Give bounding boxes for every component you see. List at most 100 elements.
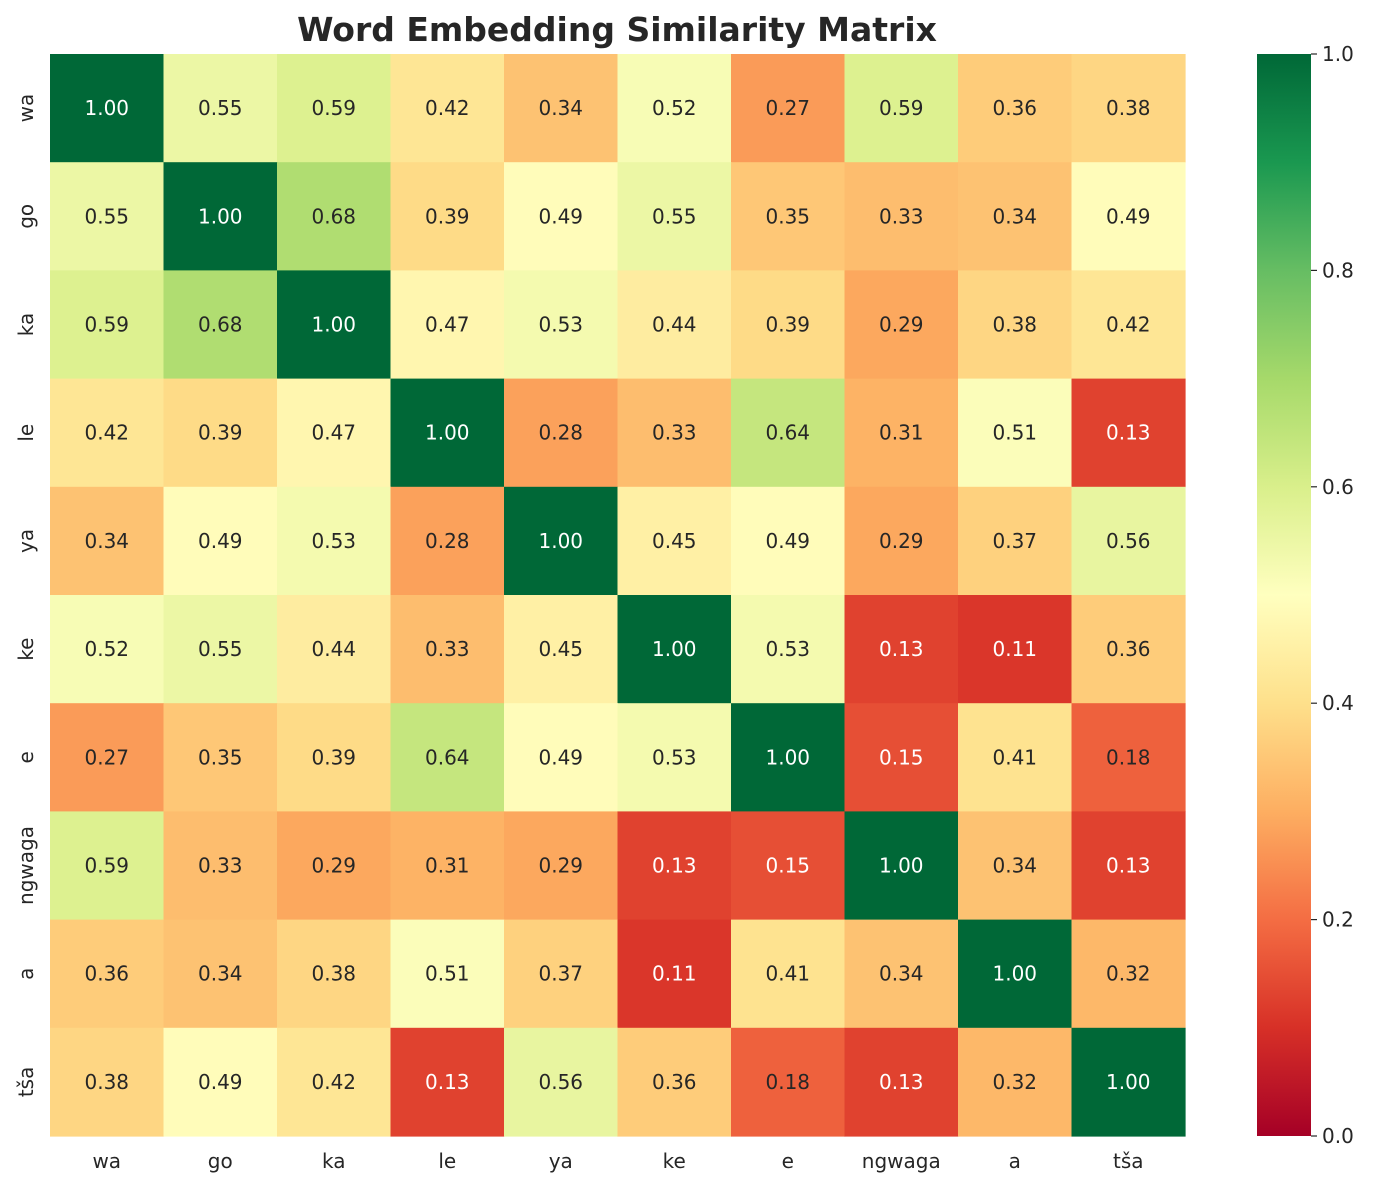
heatmap-cell-ka-wa <box>50 270 165 380</box>
heatmap-cell-a-le <box>390 919 505 1029</box>
colorbar-tick-label: 0.6 <box>1322 475 1354 499</box>
heatmap-cell-value: 0.42 <box>425 96 470 120</box>
heatmap-cell-value: 0.33 <box>198 854 243 878</box>
heatmap-cell-value: 0.41 <box>992 745 1037 769</box>
heatmap-cell-value: 0.47 <box>425 313 470 337</box>
heatmap-cell-e-ka <box>277 703 392 812</box>
heatmap-cell-ngwaga-ka <box>277 811 392 921</box>
heatmap-cell-le-wa <box>50 378 165 488</box>
heatmap-cell-ya-go <box>163 486 278 596</box>
heatmap-cell-value: 1.00 <box>84 96 129 120</box>
heatmap-cell-wa-ka <box>277 54 392 163</box>
heatmap-cell-value: 0.27 <box>84 745 129 769</box>
heatmap-cell-ke-e <box>731 595 846 704</box>
x-tick-label: e <box>782 1149 794 1173</box>
heatmap-cell-value: 0.13 <box>1106 854 1151 878</box>
heatmap-cell-value: 1.00 <box>198 204 243 228</box>
heatmap-cell-value: 0.35 <box>765 204 810 228</box>
heatmap-cell-value: 0.55 <box>84 204 129 228</box>
heatmap-cell-value: 0.18 <box>765 1070 810 1094</box>
heatmap-cell-ngwaga-a <box>958 811 1073 921</box>
x-tick-label: le <box>438 1149 456 1173</box>
heatmap-cell-value: 0.37 <box>992 529 1037 553</box>
heatmap-cell-value: 0.13 <box>879 1070 924 1094</box>
heatmap-cell-wa-ngwaga <box>844 54 959 163</box>
heatmap-cell-value: 0.31 <box>425 854 470 878</box>
heatmap-cell-wa-tša <box>1071 54 1186 163</box>
heatmap-cell-ngwaga-le <box>390 811 505 921</box>
x-tick-label: ya <box>549 1149 573 1173</box>
heatmap-cell-le-ngwaga <box>844 378 959 488</box>
heatmap-cell-value: 0.38 <box>992 313 1037 337</box>
colorbar-gradient <box>1257 54 1311 1136</box>
heatmap-cell-value: 0.42 <box>84 421 129 445</box>
heatmap-cell-a-a <box>958 919 1073 1029</box>
heatmap-cell-e-ya <box>504 703 619 812</box>
colorbar-tick-label: 0.4 <box>1322 691 1354 715</box>
heatmap-cell-value: 1.00 <box>992 962 1037 986</box>
heatmap-cells <box>50 54 1186 1137</box>
heatmap-cell-value: 0.56 <box>538 1070 583 1094</box>
colorbar-tick-label: 0.0 <box>1322 1124 1354 1148</box>
heatmap-cell-value: 0.36 <box>1106 637 1151 661</box>
heatmap-cell-ke-le <box>390 595 505 704</box>
heatmap-cell-value: 0.49 <box>765 529 810 553</box>
heatmap-cell-value: 0.51 <box>425 962 470 986</box>
heatmap-cell-le-a <box>958 378 1073 488</box>
x-tick-label: tša <box>1113 1149 1144 1173</box>
heatmap-cell-value: 0.55 <box>652 204 697 228</box>
heatmap-cell-ngwaga-go <box>163 811 278 921</box>
heatmap-cell-value: 0.31 <box>879 421 924 445</box>
heatmap-cell-value: 0.52 <box>652 96 697 120</box>
heatmap-cell-value: 0.13 <box>1106 421 1151 445</box>
heatmap-cell-value: 0.39 <box>311 745 356 769</box>
heatmap-cell-go-wa <box>50 162 165 271</box>
heatmap-cell-value: 0.13 <box>652 854 697 878</box>
heatmap-cell-ka-ya <box>504 270 619 380</box>
heatmap-cell-wa-wa <box>50 54 165 163</box>
heatmap-cell-ka-ka <box>277 270 392 380</box>
heatmap-cell-wa-le <box>390 54 505 163</box>
heatmap-cell-value: 0.64 <box>765 421 810 445</box>
heatmap-cell-ke-ka <box>277 595 392 704</box>
y-tick-label: tša <box>14 1067 38 1098</box>
heatmap-cell-le-le <box>390 378 505 488</box>
heatmap-cell-value: 0.42 <box>311 1070 356 1094</box>
heatmap-cell-ngwaga-e <box>731 811 846 921</box>
heatmap-cell-ke-ya <box>504 595 619 704</box>
heatmap-cell-value: 0.15 <box>879 745 924 769</box>
heatmap-cell-go-tša <box>1071 162 1186 271</box>
heatmap-cell-value: 0.13 <box>879 637 924 661</box>
heatmap-cell-labels: 1.00 0.55 0.59 0.42 0.34 0.52 0.27 0.59 0.36 0.38… <box>84 96 1150 1094</box>
y-tick-label: ke <box>14 638 38 661</box>
colorbar: 0.0 0.2 0.4 0.6 0.8 1.0 <box>1257 42 1354 1148</box>
heatmap-cell-e-go <box>163 703 278 812</box>
heatmap-cell-go-a <box>958 162 1073 271</box>
heatmap-cell-ya-ka <box>277 486 392 596</box>
heatmap-cell-ka-e <box>731 270 846 380</box>
x-tick-label: wa <box>92 1149 121 1173</box>
heatmap-cell-e-e <box>731 703 846 812</box>
heatmap-cell-ya-a <box>958 486 1073 596</box>
heatmap-cell-value: 0.32 <box>992 1070 1037 1094</box>
heatmap-cell-value: 0.59 <box>84 313 129 337</box>
heatmap-cell-go-ya <box>504 162 619 271</box>
heatmap-cell-value: 0.51 <box>992 421 1037 445</box>
heatmap-cell-value: 0.41 <box>765 962 810 986</box>
heatmap-cell-value: 0.33 <box>879 204 924 228</box>
heatmap-cell-value: 0.49 <box>538 204 583 228</box>
heatmap-cell-a-e <box>731 919 846 1029</box>
heatmap-cell-value: 0.27 <box>765 96 810 120</box>
heatmap-cell-wa-ke <box>617 54 732 163</box>
heatmap-cell-value: 1.00 <box>425 421 470 445</box>
heatmap-cell-ka-tša <box>1071 270 1186 380</box>
heatmap-cell-value: 0.39 <box>198 421 243 445</box>
heatmap-cell-value: 1.00 <box>538 529 583 553</box>
colorbar-tick-label: 0.2 <box>1322 908 1354 932</box>
heatmap-cell-wa-ya <box>504 54 619 163</box>
heatmap-cell-e-a <box>958 703 1073 812</box>
heatmap-cell-value: 0.33 <box>425 637 470 661</box>
heatmap-cell-wa-go <box>163 54 278 163</box>
heatmap-cell-ke-ngwaga <box>844 595 959 704</box>
